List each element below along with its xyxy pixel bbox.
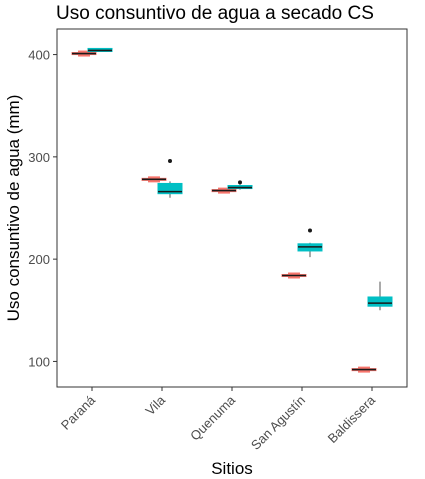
x-axis-title: Sitios: [211, 459, 253, 478]
x-tick-label: Vila: [142, 392, 168, 418]
x-tick-label: Baldissera: [325, 392, 379, 446]
x-tick-label: Paraná: [58, 392, 99, 433]
chart-title: Uso consuntivo de agua a secado CS: [56, 3, 374, 24]
x-tick-label: Quenuma: [187, 392, 239, 444]
y-axis-title: Uso consuntivo de agua (mm): [4, 95, 23, 322]
x-axis: Paraná Vila Quenuma San Agustín Baldissera: [58, 387, 379, 453]
outlier-point: [308, 228, 312, 233]
y-tick-label: 100: [28, 354, 50, 369]
y-tick-label: 400: [28, 48, 50, 63]
y-tick-label: 300: [28, 150, 50, 165]
box: [367, 296, 393, 307]
x-tick-label: San Agustín: [248, 393, 308, 453]
outlier-point: [238, 180, 242, 185]
box: [157, 182, 183, 195]
y-axis: 100 200 300 400: [28, 48, 57, 369]
plot-panel: [56, 28, 408, 388]
outlier-point: [168, 158, 172, 163]
boxplot-marks: [71, 47, 393, 373]
y-tick-label: 200: [28, 252, 50, 267]
